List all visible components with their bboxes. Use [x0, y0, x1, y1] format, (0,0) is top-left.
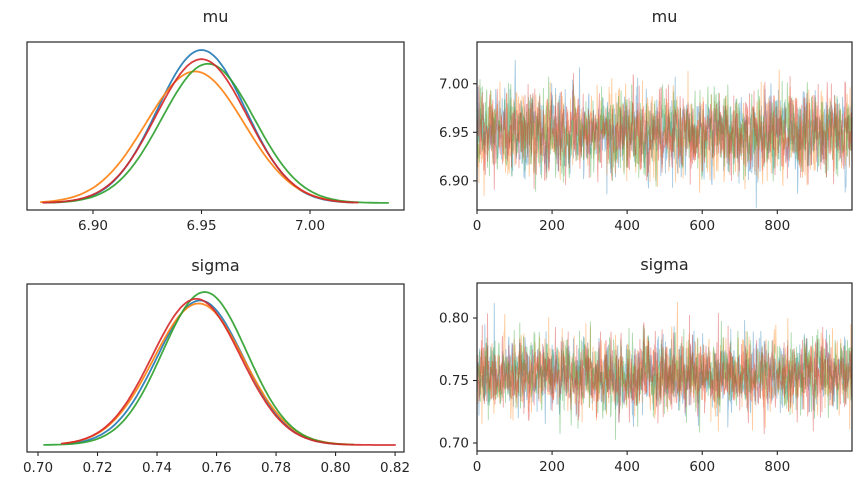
x-tick-label: 200 — [539, 218, 565, 234]
x-tick-label: 6.95 — [186, 218, 216, 234]
subplot-title-mu-posterior: mu — [202, 7, 229, 26]
subplot-sigma-trace: sigma 0 200 400 600 800 0.70 0.75 0.80 — [433, 248, 866, 496]
trace-line-chain-3 — [476, 73, 853, 190]
trace-line-chain-1 — [476, 69, 853, 197]
kde-line-chain-2 — [43, 291, 355, 446]
trace-line-chain-1 — [476, 301, 853, 432]
trace-line-chain-0 — [476, 302, 853, 428]
kde-line-chain-0 — [66, 299, 340, 446]
axes-sigma-posterior-kde: 0.70 0.72 0.74 0.76 0.78 0.80 0.82 — [23, 283, 410, 476]
x-tick-label: 0 — [473, 459, 482, 475]
trace-line-chain-0 — [476, 59, 853, 209]
axes-sigma-trace: 0 200 400 600 800 0.70 0.75 0.80 — [439, 282, 853, 475]
trace-line-chain-2 — [476, 320, 853, 440]
x-tick-label: 0.72 — [82, 460, 112, 476]
kde-line-chain-3 — [42, 58, 359, 204]
subplot-title-mu-trace: mu — [651, 7, 678, 26]
kde-line-chain-1 — [63, 302, 352, 446]
x-tick-label: 400 — [614, 218, 640, 234]
y-tick-label: 0.70 — [439, 436, 469, 452]
x-tick-label: 0 — [473, 218, 482, 234]
axes-spines — [476, 41, 853, 211]
x-tick-label: 200 — [539, 459, 565, 475]
x-tick-label: 0.70 — [23, 460, 53, 476]
subplot-mu-posterior: mu 6.90 6.95 7.00 — [0, 0, 433, 248]
subplot-mu-trace: mu 0 200 400 600 800 6.90 6.95 7.00 — [433, 0, 866, 248]
axes-spines — [26, 41, 405, 211]
axes-spines — [26, 283, 405, 453]
subplot-title-sigma-trace: sigma — [640, 255, 689, 274]
x-tick-label: 800 — [764, 459, 790, 475]
subplot-title-sigma-posterior: sigma — [191, 256, 240, 275]
y-tick-label: 6.95 — [439, 125, 469, 141]
axes-spines — [476, 282, 853, 452]
subplot-sigma-posterior: sigma 0.70 0.72 0.74 0.76 0.78 0.80 0.82 — [0, 248, 433, 496]
x-tick-label: 0.80 — [321, 460, 351, 476]
trace-line-chain-2 — [476, 76, 853, 192]
x-tick-label: 7.00 — [295, 218, 325, 234]
kde-line-chain-3 — [60, 298, 397, 446]
x-tick-label: 600 — [689, 459, 715, 475]
x-tick-label: 6.90 — [78, 218, 108, 234]
x-tick-label: 400 — [614, 459, 640, 475]
x-tick-label: 600 — [689, 218, 715, 234]
x-tick-label: 0.76 — [202, 460, 232, 476]
kde-line-chain-0 — [44, 49, 355, 204]
y-tick-label: 6.90 — [439, 173, 469, 189]
y-tick-label: 0.80 — [439, 311, 469, 327]
y-tick-label: 7.00 — [439, 76, 469, 92]
axes-mu-posterior-kde: 6.90 6.95 7.00 — [26, 41, 405, 234]
kde-line-chain-2 — [48, 62, 390, 204]
x-tick-label: 0.78 — [261, 460, 291, 476]
x-tick-label: 800 — [764, 218, 790, 234]
trace-line-chain-3 — [476, 312, 853, 435]
axes-mu-trace: 0 200 400 600 800 6.90 6.95 7.00 — [439, 41, 853, 234]
x-tick-label: 0.74 — [142, 460, 172, 476]
y-tick-label: 0.75 — [439, 373, 469, 389]
x-tick-label: 0.82 — [380, 460, 410, 476]
